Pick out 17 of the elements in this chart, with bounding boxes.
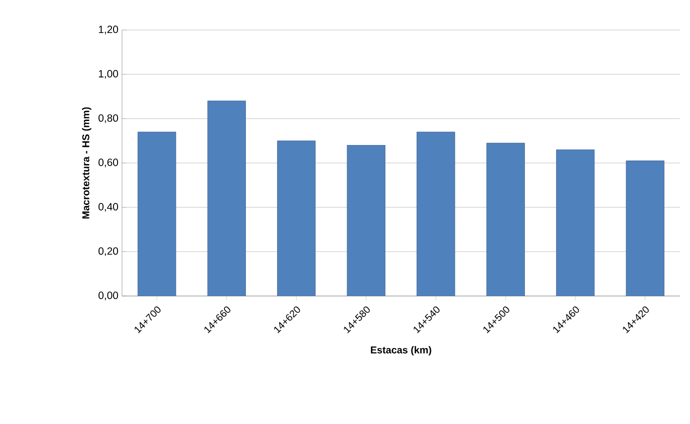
bar xyxy=(486,142,525,296)
y-tick-label: 0,40 xyxy=(98,203,118,212)
bar xyxy=(207,100,246,296)
bar xyxy=(626,160,664,296)
bar xyxy=(556,150,595,296)
y-tick-label: 1,20 xyxy=(98,26,118,34)
y-axis-title: Macrotextura - HS (mm) xyxy=(82,107,92,219)
bar xyxy=(346,145,386,296)
bar xyxy=(277,140,316,296)
bar xyxy=(416,132,456,296)
y-tick-label: 1,00 xyxy=(98,70,118,79)
x-axis-title: Estacas (km) xyxy=(370,346,432,356)
bar xyxy=(138,132,176,296)
y-tick-label: 0,20 xyxy=(98,247,118,256)
y-tick-label: 0,80 xyxy=(98,114,118,123)
y-tick-label: 0,60 xyxy=(98,158,118,168)
y-tick-label: 0,00 xyxy=(98,292,118,300)
